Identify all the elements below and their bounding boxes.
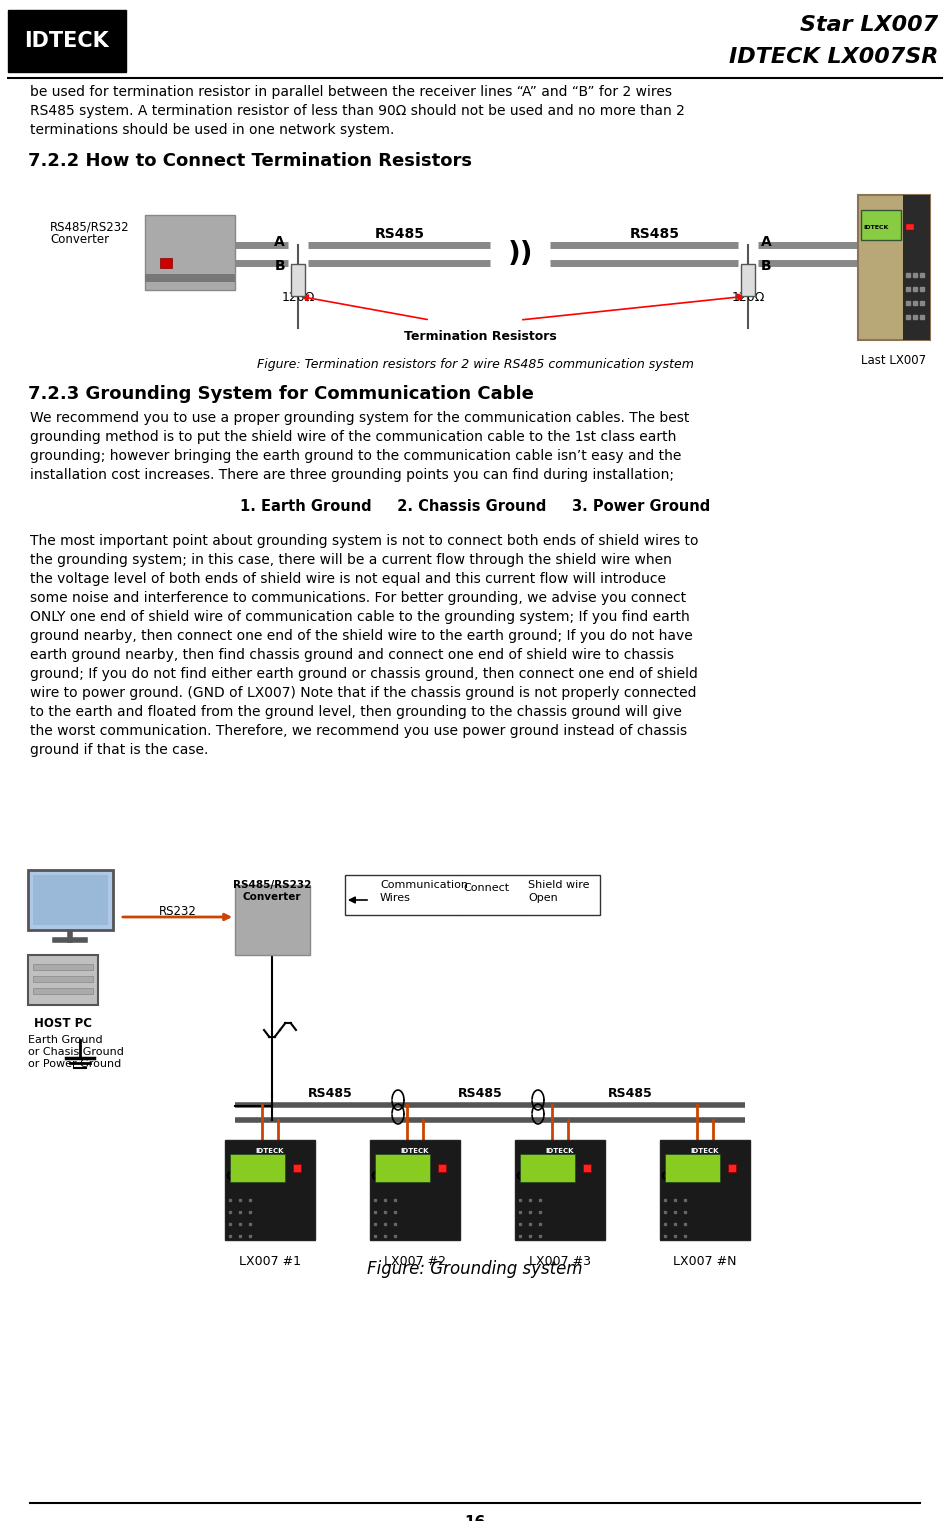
Text: or Chasis Ground: or Chasis Ground <box>28 1046 124 1057</box>
Bar <box>861 210 901 240</box>
Text: earth ground nearby, then find chassis ground and connect one end of shield wire: earth ground nearby, then find chassis g… <box>30 648 674 662</box>
Text: Earth Ground: Earth Ground <box>28 1034 103 1045</box>
Text: installation cost increases. There are three grounding points you can find durin: installation cost increases. There are t… <box>30 468 674 482</box>
Text: The most important point about grounding system is not to connect both ends of s: The most important point about grounding… <box>30 534 698 548</box>
Bar <box>345 875 600 916</box>
Bar <box>28 955 98 1005</box>
Bar <box>438 1164 446 1173</box>
Text: RS485: RS485 <box>308 1088 352 1100</box>
Bar <box>741 265 755 297</box>
Text: IDTECK: IDTECK <box>691 1148 719 1154</box>
Text: B: B <box>275 259 285 272</box>
Bar <box>665 1154 720 1182</box>
Text: ground; If you do not find either earth ground or chassis ground, then connect o: ground; If you do not find either earth … <box>30 668 698 681</box>
Text: Star LX007: Star LX007 <box>800 15 938 35</box>
Text: wire to power ground. (GND of LX007) Note that if the chassis ground is not prop: wire to power ground. (GND of LX007) Not… <box>30 686 696 700</box>
Text: RS485 system. A termination resistor of less than 90Ω should not be used and no : RS485 system. A termination resistor of … <box>30 103 685 119</box>
Bar <box>375 1154 430 1182</box>
Text: grounding method is to put the shield wire of the communication cable to the 1st: grounding method is to put the shield wi… <box>30 430 676 444</box>
Text: or Power Ground: or Power Ground <box>28 1059 122 1069</box>
Text: Converter: Converter <box>50 233 109 246</box>
Text: Figure: Termination resistors for 2 wire RS485 communication system: Figure: Termination resistors for 2 wire… <box>256 357 694 371</box>
Bar <box>583 1164 591 1173</box>
Text: 7.2.3 Grounding System for Communication Cable: 7.2.3 Grounding System for Communication… <box>28 385 534 403</box>
Text: GND: GND <box>370 1170 401 1183</box>
Text: Shield wire: Shield wire <box>528 881 590 890</box>
Text: IDTECK: IDTECK <box>863 225 888 230</box>
Bar <box>520 1154 575 1182</box>
Text: Connect: Connect <box>463 884 509 893</box>
Text: HOST PC: HOST PC <box>34 1018 92 1030</box>
Text: GND: GND <box>660 1170 691 1183</box>
Text: Wires: Wires <box>380 893 410 903</box>
Text: 7.2.2 How to Connect Termination Resistors: 7.2.2 How to Connect Termination Resisto… <box>28 152 472 170</box>
Text: )): )) <box>507 240 533 268</box>
Bar <box>225 1141 315 1240</box>
Bar <box>660 1141 750 1240</box>
Text: Converter: Converter <box>243 891 301 902</box>
Text: Termination Resistors: Termination Resistors <box>404 330 557 344</box>
Bar <box>145 274 235 281</box>
Text: the grounding system; in this case, there will be a current flow through the shi: the grounding system; in this case, ther… <box>30 554 672 567</box>
Bar <box>230 1154 285 1182</box>
Text: ground if that is the case.: ground if that is the case. <box>30 742 208 757</box>
Bar <box>728 1164 736 1173</box>
Bar <box>33 976 93 983</box>
Bar <box>33 875 108 925</box>
Text: RS485: RS485 <box>608 1088 653 1100</box>
Bar <box>903 195 930 341</box>
Text: RS485/RS232: RS485/RS232 <box>233 881 312 890</box>
Bar <box>145 214 235 291</box>
Bar <box>291 265 305 297</box>
Bar <box>28 870 113 929</box>
Text: the worst communication. Therefore, we recommend you use power ground instead of: the worst communication. Therefore, we r… <box>30 724 687 738</box>
Text: RS485/RS232: RS485/RS232 <box>50 221 129 233</box>
Text: IDTECK: IDTECK <box>256 1148 284 1154</box>
Bar <box>160 259 172 268</box>
Text: 120Ω: 120Ω <box>281 291 314 304</box>
Text: RS232: RS232 <box>159 905 197 919</box>
Text: IDTECK: IDTECK <box>25 30 109 52</box>
Text: 1. Earth Ground     2. Chassis Ground     3. Power Ground: 1. Earth Ground 2. Chassis Ground 3. Pow… <box>239 499 710 514</box>
Text: some noise and interference to communications. For better grounding, we advise y: some noise and interference to communica… <box>30 592 686 605</box>
Text: IDTECK LX007SR: IDTECK LX007SR <box>729 47 938 67</box>
Text: LX007 #2: LX007 #2 <box>384 1255 446 1269</box>
Text: 16: 16 <box>465 1515 485 1521</box>
Text: the voltage level of both ends of shield wire is not equal and this current flow: the voltage level of both ends of shield… <box>30 572 666 586</box>
Text: be used for termination resistor in parallel between the receiver lines “A” and : be used for termination resistor in para… <box>30 85 672 99</box>
Bar <box>370 1141 460 1240</box>
Text: B: B <box>761 259 771 272</box>
Text: Open: Open <box>528 893 558 903</box>
Bar <box>33 964 93 970</box>
Text: We recommend you to use a proper grounding system for the communication cables. : We recommend you to use a proper groundi… <box>30 411 690 424</box>
Text: A: A <box>275 236 285 249</box>
Bar <box>293 1164 301 1173</box>
Bar <box>235 885 310 955</box>
Text: 120Ω: 120Ω <box>732 291 765 304</box>
Text: A: A <box>761 236 771 249</box>
Text: Communication: Communication <box>380 881 468 890</box>
Text: RS485: RS485 <box>458 1088 503 1100</box>
Text: LX007 #N: LX007 #N <box>674 1255 737 1269</box>
Text: RS485: RS485 <box>630 227 680 240</box>
Text: ground nearby, then connect one end of the shield wire to the earth ground; If y: ground nearby, then connect one end of t… <box>30 630 693 643</box>
Bar <box>906 224 914 230</box>
Text: grounding; however bringing the earth ground to the communication cable isn’t ea: grounding; however bringing the earth gr… <box>30 449 681 462</box>
Bar <box>858 195 930 341</box>
Text: LX007 #1: LX007 #1 <box>239 1255 301 1269</box>
Text: LX007 #3: LX007 #3 <box>529 1255 591 1269</box>
Text: GND: GND <box>225 1170 256 1183</box>
Text: terminations should be used in one network system.: terminations should be used in one netwo… <box>30 123 394 137</box>
Text: RS485: RS485 <box>375 227 425 240</box>
Bar <box>8 11 126 71</box>
Text: Figure: Grounding system: Figure: Grounding system <box>368 1259 582 1278</box>
Text: ONLY one end of shield wire of communication cable to the grounding system; If y: ONLY one end of shield wire of communica… <box>30 610 690 624</box>
Text: IDTECK: IDTECK <box>401 1148 429 1154</box>
Bar <box>33 989 93 995</box>
Text: GND: GND <box>515 1170 546 1183</box>
Text: to the earth and floated from the ground level, then grounding to the chassis gr: to the earth and floated from the ground… <box>30 706 682 719</box>
Text: Last LX007: Last LX007 <box>862 354 926 367</box>
Text: IDTECK: IDTECK <box>545 1148 574 1154</box>
Bar <box>515 1141 605 1240</box>
